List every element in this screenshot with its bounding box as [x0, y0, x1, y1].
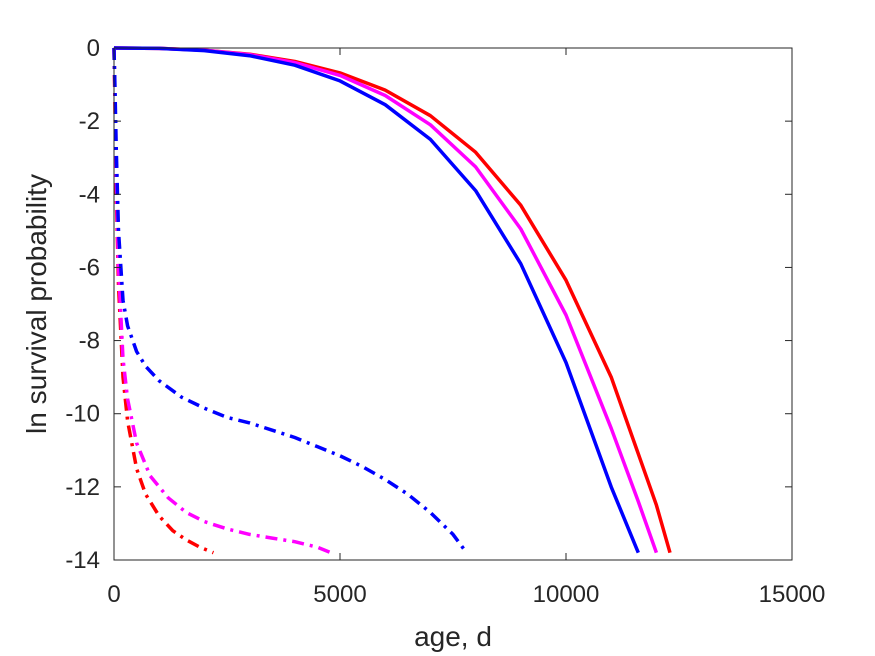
plot-frame — [113, 47, 793, 561]
series-line-3 — [113, 46, 640, 554]
x-tick-label: 15000 — [759, 581, 826, 608]
y-tick-label: -6 — [79, 254, 100, 281]
series-line-1 — [113, 46, 672, 554]
x-axis: 0 5000 10000 15000 — [107, 48, 825, 608]
y-axis: 0 -2 -4 -6 -8 -10 -12 -14 — [65, 35, 792, 574]
y-tick-label: -8 — [79, 328, 100, 355]
series-line-6 — [112, 47, 469, 554]
y-tick-label: -2 — [79, 108, 100, 135]
x-axis-label: age, d — [414, 621, 492, 652]
y-axis-label: ln survival probability — [21, 174, 52, 434]
y-tick-label: -4 — [79, 181, 100, 208]
x-tick-label: 0 — [107, 581, 120, 608]
y-tick-label: -12 — [65, 474, 100, 501]
y-tick-label: -14 — [65, 547, 100, 574]
x-tick-label: 5000 — [313, 581, 366, 608]
plot-lines — [112, 46, 672, 555]
y-tick-label: 0 — [87, 35, 100, 62]
series-line-5 — [112, 47, 332, 555]
series-line-4 — [112, 47, 215, 555]
y-tick-label: -10 — [65, 401, 100, 428]
x-tick-label: 10000 — [533, 581, 600, 608]
